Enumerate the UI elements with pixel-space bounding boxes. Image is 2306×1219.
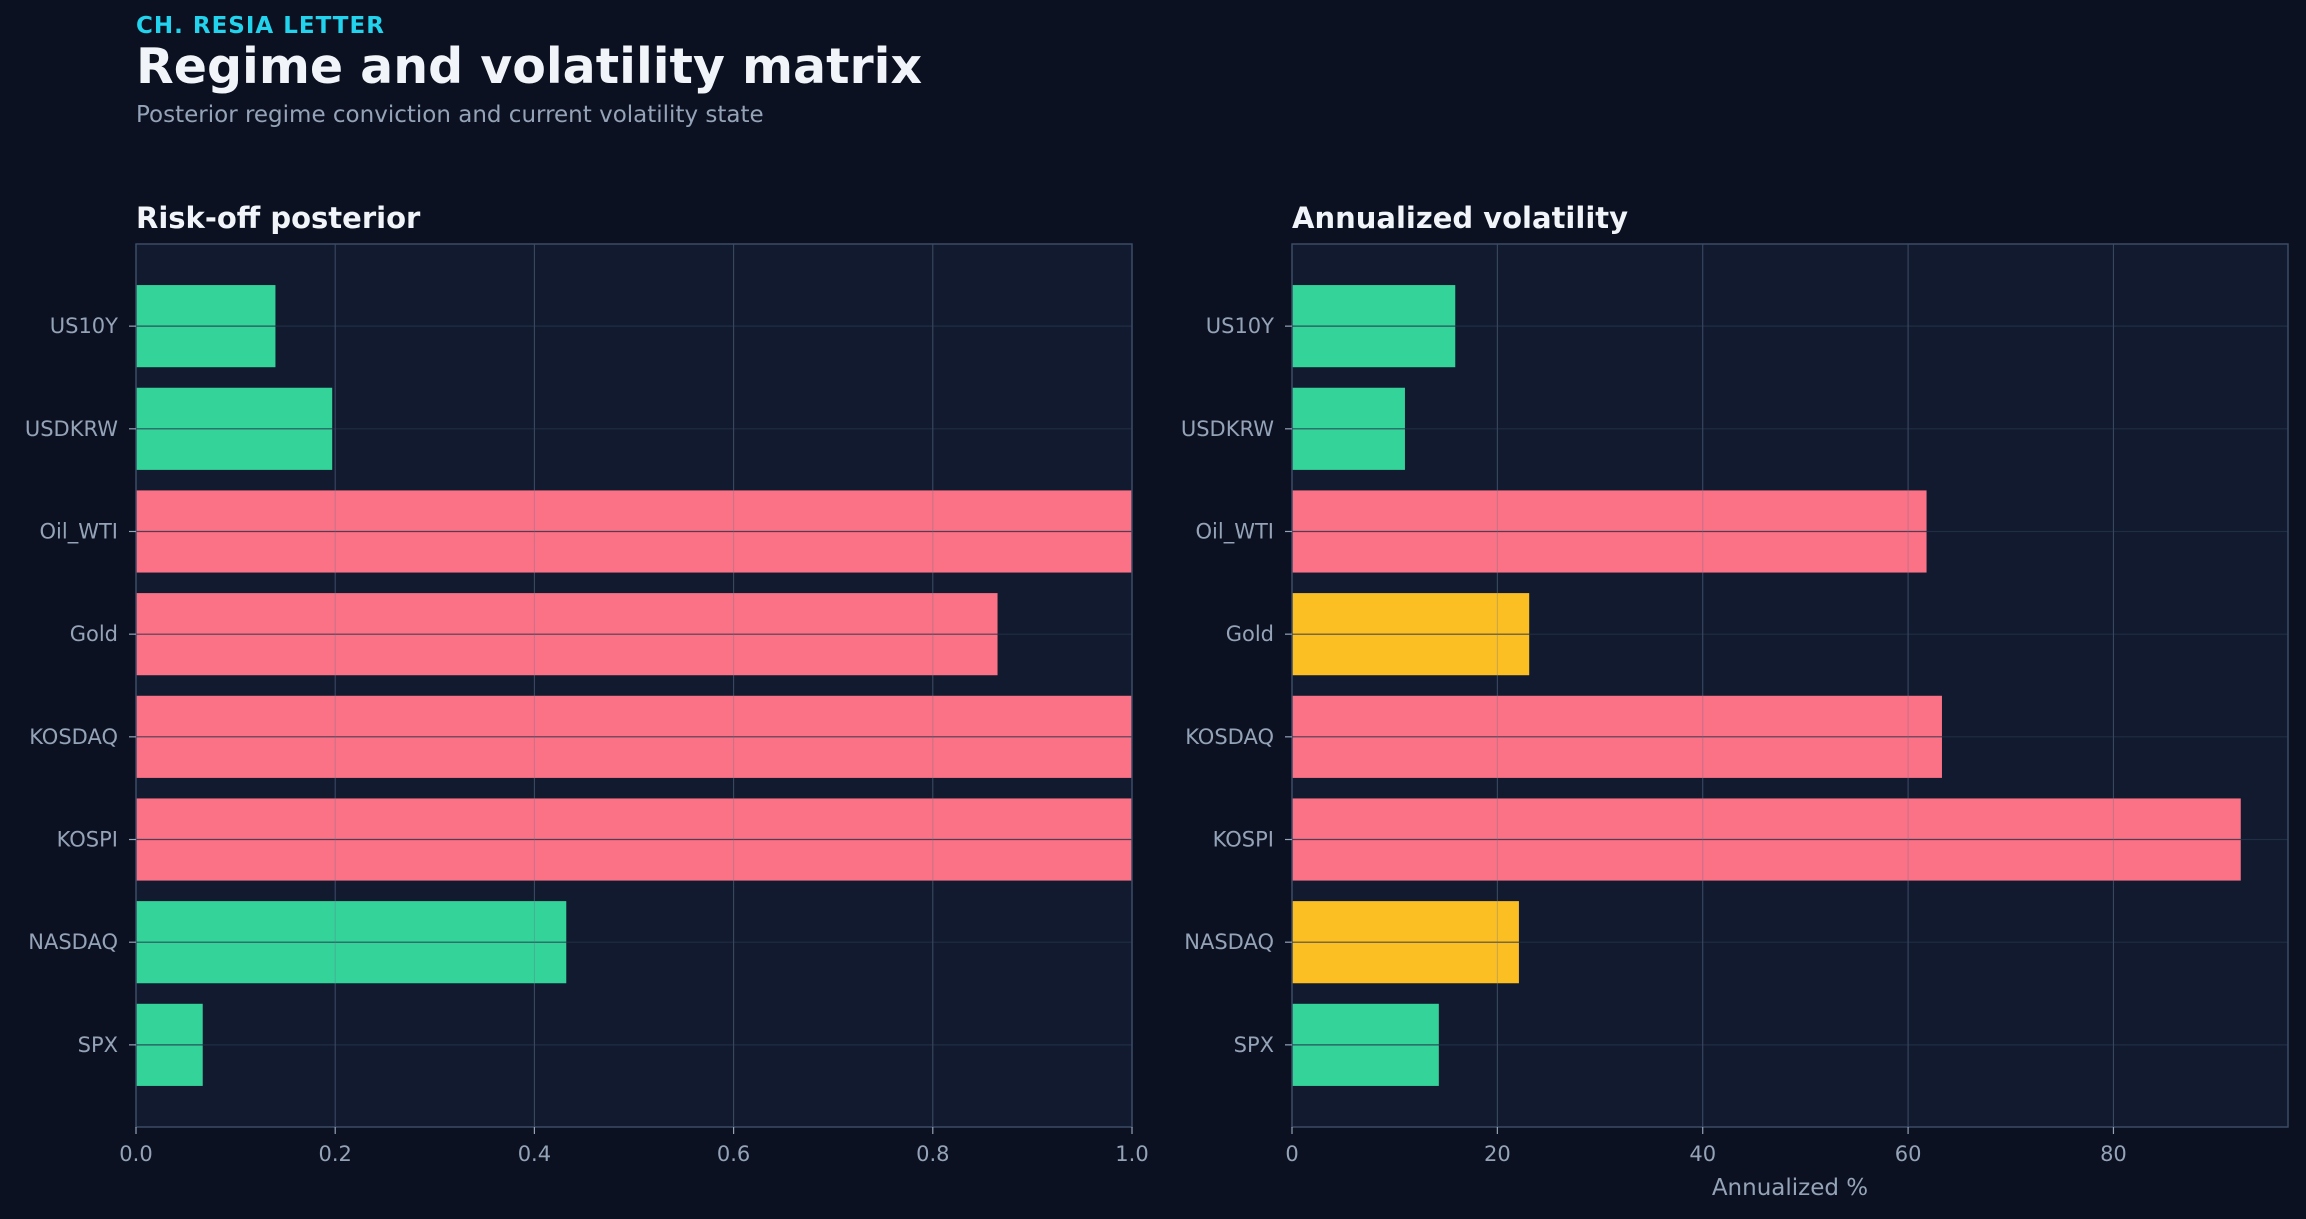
risk-off-xtick-label: 0.4 [518,1142,551,1166]
volatility-ytick-label: USDKRW [1181,417,1274,441]
risk-off-ytick-label: USDKRW [25,417,118,441]
risk-off-ytick-label: SPX [78,1033,118,1057]
risk-off-xtick-label: 1.0 [1115,1142,1148,1166]
volatility-xtick-label: 0 [1285,1142,1298,1166]
volatility-ytick-label: US10Y [1206,314,1274,338]
volatility-xtick-label: 40 [1689,1142,1716,1166]
risk-off-ytick-label: Oil_WTI [40,519,118,544]
volatility-x-axis-label: Annualized % [1712,1175,1868,1201]
risk-off-plot-area [136,244,1132,1127]
risk-off-ytick-label: US10Y [50,314,118,338]
risk-off-xtick-label: 0.2 [318,1142,351,1166]
risk-off-ytick-label: Gold [70,622,118,646]
risk-off-xtick-label: 0.0 [119,1142,152,1166]
volatility-xtick-label: 20 [1484,1142,1511,1166]
page-title: Regime and volatility matrix [136,38,923,95]
risk-off-frame [135,243,1133,1128]
volatility-ytick-label: Oil_WTI [1196,519,1274,544]
volatility-chart-title: Annualized volatility [1292,201,1628,235]
risk-off-chart-title: Risk-off posterior [136,201,421,235]
volatility-plot-area [1292,244,2288,1127]
volatility-xtick-label: 80 [2100,1142,2127,1166]
volatility-ytick-label: NASDAQ [1184,930,1274,954]
volatility-ytick-label: SPX [1234,1033,1274,1057]
risk-off-ytick-label: NASDAQ [28,930,118,954]
volatility-ytick-label: KOSDAQ [1185,725,1274,749]
volatility-ytick-label: Gold [1226,622,1274,646]
volatility-ytick-label: KOSPI [1213,828,1274,852]
volatility-xtick-label: 60 [1895,1142,1922,1166]
page-subtitle: Posterior regime conviction and current … [136,102,764,128]
volatility-frame [1291,243,2289,1128]
risk-off-ytick-label: KOSPI [57,828,118,852]
risk-off-ytick-label: KOSDAQ [29,725,118,749]
kicker-label: CH. RESIA LETTER [136,13,385,39]
risk-off-xtick-label: 0.8 [916,1142,949,1166]
risk-off-xtick-label: 0.6 [717,1142,750,1166]
